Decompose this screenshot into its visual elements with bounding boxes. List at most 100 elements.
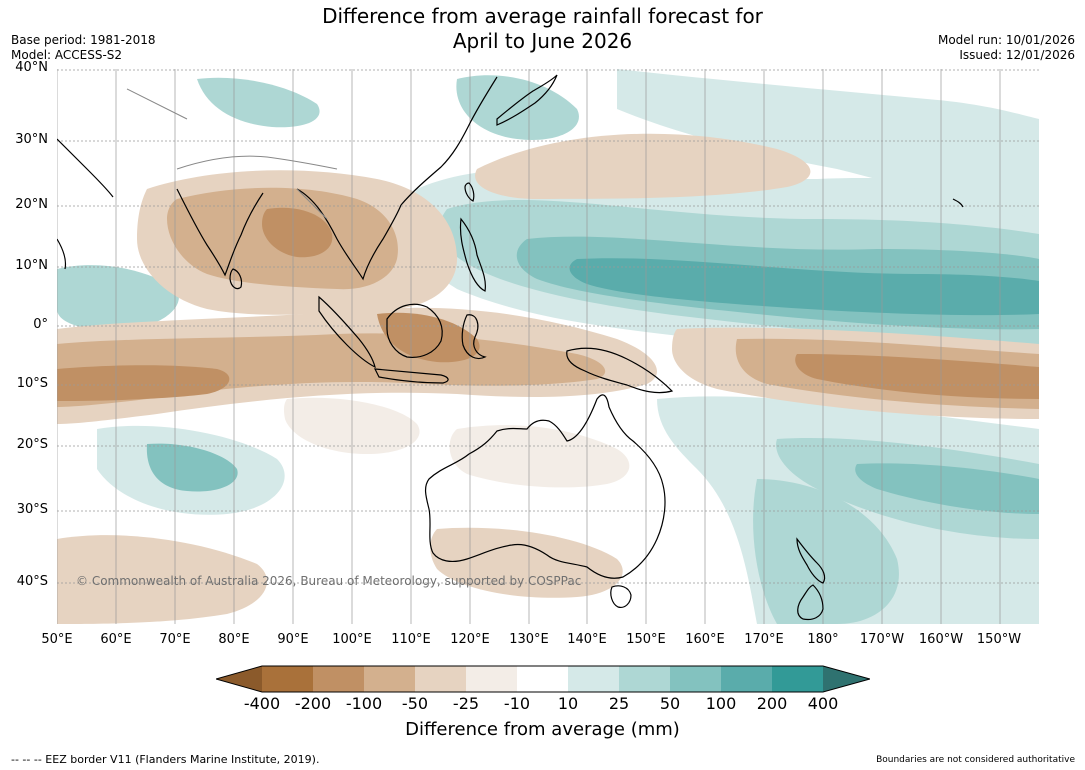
- colorbar-segment-2: [313, 666, 364, 692]
- japan-coastline: [496, 74, 558, 126]
- lon-label-110e: 110°E: [391, 632, 431, 647]
- map-title: Difference from average rainfall forecas…: [0, 4, 1085, 54]
- wet-region-japan: [456, 75, 579, 140]
- lon-label-100e: 100°E: [332, 632, 372, 647]
- wet-region-north-pacific: [617, 69, 1039, 219]
- wet-region-pacific-core: [569, 258, 1039, 316]
- colorbar-segment-6: [517, 666, 568, 692]
- colorbar-segment-1: [262, 666, 313, 692]
- lat-label-20n: 20°N: [15, 197, 48, 212]
- lat-label-30n: 30°N: [15, 132, 48, 147]
- dry-region-north-band: [475, 133, 811, 199]
- lon-label-50e: 50°E: [41, 632, 73, 647]
- colorbar-tick-200: 200: [756, 694, 788, 713]
- map-svg: [57, 69, 1039, 624]
- central-asia-border: [126, 88, 188, 120]
- wet-region-tasman: [753, 479, 899, 624]
- colorbar-segment-11: [772, 666, 823, 692]
- colorbar-tick-minus-400: -400: [243, 694, 281, 713]
- rainfall-map: [57, 69, 1039, 624]
- model-name: Model: ACCESS-S2: [11, 48, 123, 62]
- colorbar-tick-minus-200: -200: [294, 694, 332, 713]
- sri-lanka-coastline: [229, 268, 243, 290]
- himalaya-border: [176, 155, 338, 170]
- rainfall-anomaly-fields: [57, 69, 1039, 624]
- colorbar-segment-4: [415, 666, 466, 692]
- dry-region-central-pacific-inner: [795, 354, 1039, 399]
- colorbar-segment-9: [670, 666, 721, 692]
- coastlines: [57, 74, 964, 621]
- arabia-coastline: [57, 138, 114, 198]
- lat-label-10n: 10°N: [15, 258, 48, 273]
- base-period: Base period: 1981-2018: [11, 33, 156, 47]
- colorbar-tick-minus-100: -100: [345, 694, 383, 713]
- lon-label-150e: 150°E: [626, 632, 666, 647]
- taiwan-coastline: [464, 182, 475, 202]
- lon-label-60e: 60°E: [100, 632, 132, 647]
- lon-label-170w: 170°W: [859, 632, 905, 647]
- africa-coastline: [57, 238, 67, 270]
- colorbar-tick-minus-10: -10: [503, 694, 531, 713]
- colorbar-tick-25: 25: [608, 694, 630, 713]
- java-coastline: [373, 368, 449, 384]
- sumatra-coastline: [318, 295, 376, 369]
- lat-label-20s: 20°S: [16, 437, 48, 452]
- india-coastline: [176, 188, 264, 277]
- dry-region-australia-north: [449, 425, 630, 488]
- meta-right: Model run: 10/01/2026 Issued: 12/01/2026: [938, 33, 1075, 63]
- lon-label-180: 180°: [807, 632, 839, 647]
- wet-region-south-china: [197, 77, 320, 128]
- colorbar-segment-10: [721, 666, 772, 692]
- dry-region-maritime-inner: [57, 365, 230, 401]
- tasmania-coastline: [610, 585, 632, 608]
- dry-region-borneo: [377, 312, 480, 363]
- eez-footnote: -- -- -- EEZ border V11 (Flanders Marine…: [11, 753, 320, 766]
- colorbar-svg: [214, 665, 872, 693]
- lon-label-170e: 170°E: [744, 632, 784, 647]
- boundaries-disclaimer: Boundaries are not considered authoritat…: [876, 755, 1075, 765]
- dry-region-bay-of-bengal: [262, 207, 333, 258]
- colorbar-segment-7: [568, 666, 619, 692]
- lat-label-40n: 40°N: [15, 60, 48, 75]
- new-zealand-north-coastline: [796, 537, 826, 584]
- sulawesi-coastline: [461, 314, 487, 360]
- colorbar-arrow-left: [216, 666, 262, 692]
- hawaii-coastline: [952, 198, 964, 208]
- issued-date: Issued: 12/01/2026: [959, 48, 1075, 62]
- lon-label-70e: 70°E: [159, 632, 191, 647]
- lon-label-160w: 160°W: [918, 632, 964, 647]
- colorbar-segment-8: [619, 666, 670, 692]
- wet-region-indian-ocean-west: [57, 265, 179, 331]
- title-line-2: April to June 2026: [452, 29, 633, 53]
- new-zealand-south-coastline: [797, 584, 824, 621]
- wet-region-south-pacific-core: [855, 463, 1039, 514]
- meta-left: Base period: 1981-2018 Model: ACCESS-S2: [11, 33, 156, 63]
- colorbar-segment-3: [364, 666, 415, 692]
- lon-label-130e: 130°E: [509, 632, 549, 647]
- graticule: [57, 69, 1039, 624]
- colorbar-tick-minus-50: -50: [401, 694, 429, 713]
- lat-label-equator: 0°: [33, 317, 48, 332]
- model-run: Model run: 10/01/2026: [937, 33, 1075, 47]
- lon-label-120e: 120°E: [450, 632, 490, 647]
- colorbar-tick-minus-25: -25: [452, 694, 480, 713]
- colorbar-tick-50: 50: [659, 694, 681, 713]
- australia-coastline: [424, 394, 666, 579]
- copyright-notice: © Commonwealth of Australia 2026, Bureau…: [76, 574, 582, 588]
- philippines-coastline: [459, 217, 486, 292]
- new-guinea-coastline: [566, 347, 674, 394]
- lat-label-30s: 30°S: [16, 502, 48, 517]
- dry-region-south-australia: [430, 527, 623, 598]
- indochina-coastline: [296, 188, 402, 281]
- lon-label-140e: 140°E: [567, 632, 607, 647]
- colorbar-tick-400: 400: [807, 694, 839, 713]
- colorbar-tick-100: 100: [705, 694, 737, 713]
- colorbar: [214, 664, 872, 694]
- dry-region-south-west: [57, 535, 267, 624]
- colorbar-tick-10: 10: [557, 694, 579, 713]
- country-borders: [126, 88, 338, 220]
- mainland-se-asia-border: [296, 188, 328, 220]
- lon-label-90e: 90°E: [277, 632, 309, 647]
- wet-region-indian-ocean-south-core: [146, 443, 238, 492]
- lon-label-80e: 80°E: [218, 632, 250, 647]
